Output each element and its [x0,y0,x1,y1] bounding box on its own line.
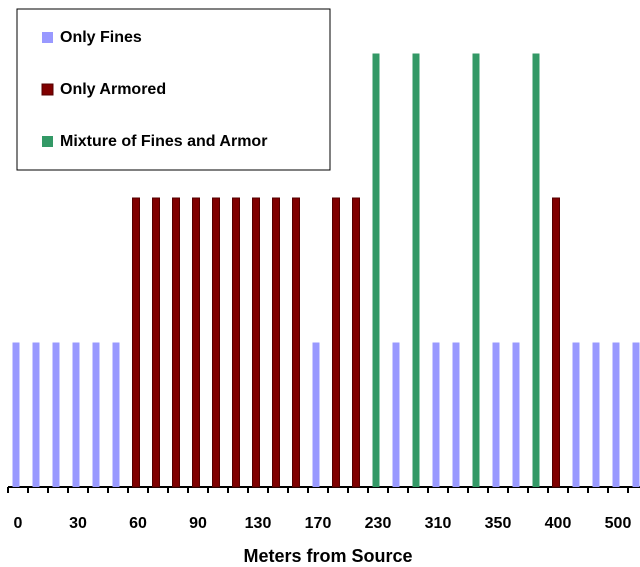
x-tick-label: 230 [365,515,392,532]
bar [332,197,340,488]
bar [132,197,140,488]
bar [612,342,620,487]
bar [572,342,580,487]
x-tick-label: 60 [129,515,147,532]
legend-swatch [41,83,54,96]
bar [412,53,420,487]
x-tick-label: 30 [69,515,87,532]
bar [552,197,560,488]
bar [392,342,400,487]
bar [232,197,240,488]
bar [212,197,220,488]
bar [592,342,600,487]
bar [452,342,460,487]
bar [352,197,360,488]
x-tick-label: 170 [305,515,332,532]
bar [492,342,500,487]
bar [532,53,540,487]
legend-swatch [42,136,53,147]
bar [292,197,300,488]
bar [372,53,380,487]
bar [252,197,260,488]
bar [312,342,320,487]
x-axis-title: Meters from Source [243,546,412,566]
bar [12,342,20,487]
bar [192,197,200,488]
bar [272,197,280,488]
x-tick-label: 400 [545,515,572,532]
bar [112,342,120,487]
x-tick-label: 0 [14,515,23,532]
legend-label: Mixture of Fines and Armor [60,133,267,150]
bar [72,342,80,487]
bar [52,342,60,487]
legend-swatch [42,32,53,43]
bar [92,342,100,487]
x-tick-label: 90 [189,515,207,532]
bar [172,197,180,488]
x-tick-label: 130 [245,515,272,532]
bar [432,342,440,487]
x-tick-label: 500 [605,515,632,532]
x-tick-label: 350 [485,515,512,532]
legend-label: Only Fines [60,29,142,46]
legend-box [16,8,331,171]
bar [152,197,160,488]
bar [472,53,480,487]
bar [32,342,40,487]
bar [512,342,520,487]
legend-label: Only Armored [60,81,166,98]
x-tick-label: 310 [425,515,452,532]
bar [632,342,640,487]
